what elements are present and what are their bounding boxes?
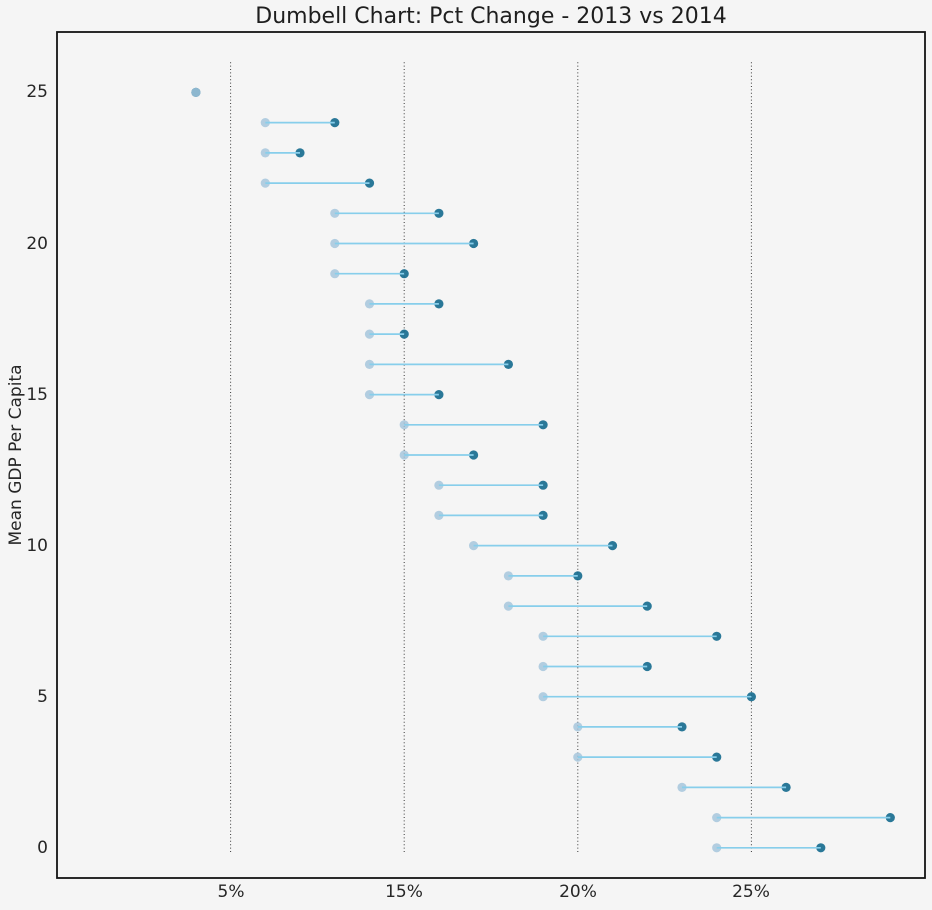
x-tick-label: 5% xyxy=(217,882,245,902)
y-tick-label: 20 xyxy=(26,234,48,254)
y-tick-label: 15 xyxy=(26,385,48,405)
dot-pct-2013 xyxy=(642,661,652,672)
dot-pct-2013 xyxy=(712,631,722,641)
y-tick-label: 25 xyxy=(26,82,48,102)
chart-title: Dumbell Chart: Pct Change - 2013 vs 2014 xyxy=(255,4,727,29)
dot-pct-2013 xyxy=(712,752,722,762)
dots-pct-2014 xyxy=(191,87,722,853)
dots-pct-2013 xyxy=(191,87,895,853)
y-tick-label: 10 xyxy=(26,536,48,556)
y-tick-label: 0 xyxy=(37,838,48,858)
plot-border xyxy=(56,31,926,879)
x-gridlines xyxy=(230,62,752,854)
dot-pct-2013 xyxy=(885,813,895,823)
dot-pct-2014 xyxy=(191,87,201,97)
dumbbell-connectors xyxy=(265,121,891,849)
x-tick-label: 20% xyxy=(559,882,597,902)
dot-pct-2013 xyxy=(573,571,583,581)
y-tick-label: 5 xyxy=(37,687,48,707)
dot-pct-2013 xyxy=(642,601,652,611)
x-tick-label: 25% xyxy=(732,882,770,902)
x-tick-label: 15% xyxy=(385,882,423,902)
dot-pct-2013 xyxy=(816,843,826,853)
